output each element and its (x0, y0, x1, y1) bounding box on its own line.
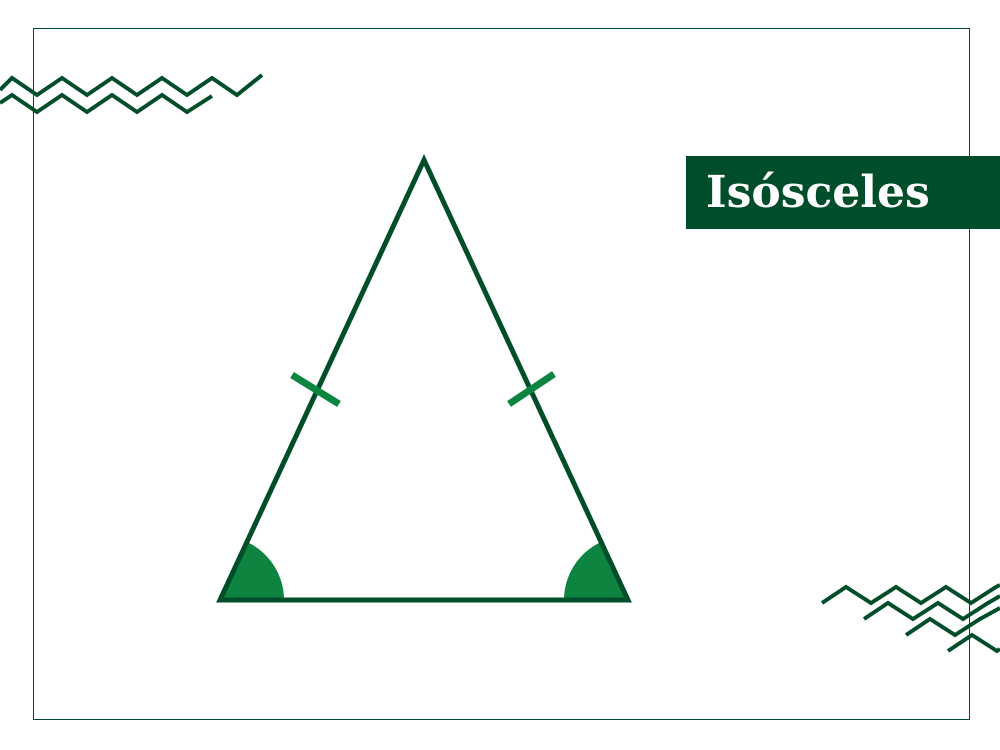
triangle-type-label: Isósceles (706, 166, 930, 218)
angle-mark-right (564, 542, 628, 600)
angle-mark-left (220, 542, 284, 600)
zigzag-decoration-bottom-right (820, 583, 1000, 654)
zigzag-line (904, 606, 1000, 638)
side-tick-mark-right (507, 371, 556, 407)
zigzag-decoration-top-left (0, 73, 264, 115)
border-frame (33, 28, 970, 720)
isosceles-triangle (216, 154, 632, 603)
zigzag-line (0, 73, 264, 98)
side-tick-mark-left (290, 372, 341, 407)
zigzag-line (820, 583, 1000, 606)
zigzag-line (862, 594, 1000, 622)
triangle-type-label-box: Isósceles (686, 156, 1000, 229)
zigzag-line (946, 632, 1000, 654)
zigzag-line (0, 92, 214, 115)
